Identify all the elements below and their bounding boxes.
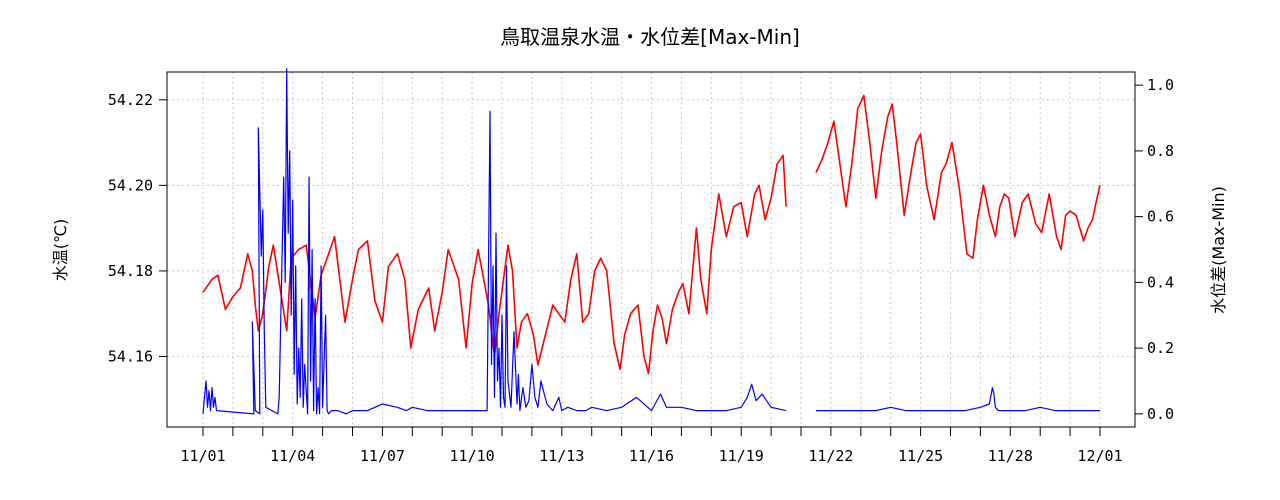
axis-layer: 11/01 11/04 11/07 11/10 11/13 11/16 11/19 11/22…	[108, 76, 1174, 465]
x-tick-label: 11/25	[898, 447, 943, 465]
series-layer	[202, 68, 1101, 415]
x-tick-label: 11/04	[270, 447, 315, 465]
y-right-tick-label: 1.0	[1147, 76, 1174, 94]
y-left-tick-label: 54.22	[108, 91, 153, 109]
y-right-tick-label: 0.8	[1147, 142, 1174, 160]
x-tick-label: 11/16	[629, 447, 674, 465]
water-temp-series-line	[202, 154, 787, 375]
y-right-tick-label: 0.4	[1147, 273, 1174, 291]
y-right-tick-label: 0.6	[1147, 208, 1174, 226]
x-tick-label: 12/01	[1077, 447, 1122, 465]
x-tick-label: 11/01	[180, 447, 225, 465]
water-level-diff-series-line	[816, 387, 1100, 412]
y-left-tick-label: 54.16	[108, 347, 153, 365]
y-right-tick-label: 0.2	[1147, 339, 1174, 357]
y-right-tick-label: 0.0	[1147, 405, 1174, 423]
x-tick-label: 11/22	[808, 447, 853, 465]
y-axis-right-label: 水位差(Max-Min)	[1209, 186, 1228, 314]
x-tick-label: 11/07	[360, 447, 405, 465]
x-tick-label: 11/10	[450, 447, 495, 465]
water-temp-series-line	[815, 94, 1101, 259]
x-tick-label: 11/19	[719, 447, 764, 465]
y-left-tick-label: 54.18	[108, 262, 153, 280]
chart-title: 鳥取温泉水温・水位差[Max-Min]	[500, 25, 800, 49]
y-axis-left-label: 水温(℃)	[51, 219, 70, 281]
x-tick-label: 11/28	[988, 447, 1033, 465]
x-tick-label: 11/13	[539, 447, 584, 465]
water-level-diff-series-line	[202, 68, 787, 415]
y-left-tick-label: 54.20	[108, 176, 153, 194]
